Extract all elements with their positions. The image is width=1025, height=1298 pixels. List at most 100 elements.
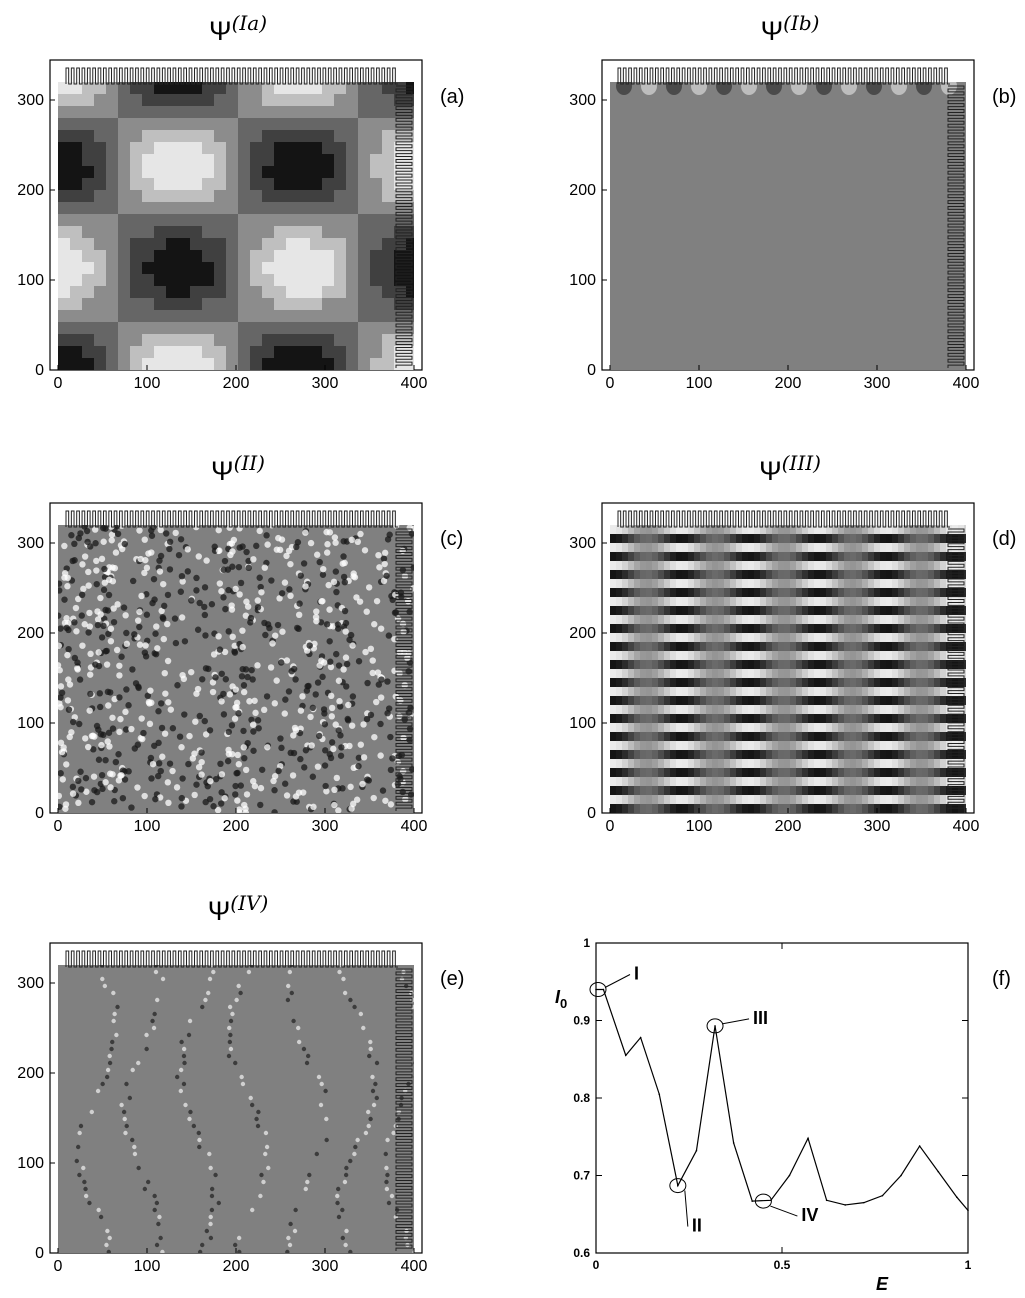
stripe-cell	[670, 795, 677, 805]
stripe-cell	[898, 714, 905, 724]
stripe-cell	[940, 615, 947, 625]
field-dot	[63, 761, 70, 768]
stripe-cell	[778, 606, 785, 616]
field-cell	[70, 94, 83, 107]
stripe-cell	[640, 597, 647, 607]
field-cell	[346, 250, 359, 263]
stripe-cell	[964, 732, 966, 742]
stripe-cell	[706, 750, 713, 760]
stripe-cell	[808, 570, 815, 580]
stripe-cell	[952, 669, 959, 679]
stripe-cell	[652, 606, 659, 616]
field-cell	[202, 226, 215, 239]
field-cell	[106, 274, 119, 287]
stripe-cell	[676, 777, 683, 787]
stripe-cell	[760, 786, 767, 796]
stripe-cell	[622, 525, 629, 535]
field-dot	[87, 671, 94, 678]
stripe-cell	[796, 714, 803, 724]
stripe-cell	[952, 597, 959, 607]
field-dot	[399, 788, 406, 796]
stripe-cell	[850, 615, 857, 625]
field-cell	[58, 286, 71, 299]
field-dot	[112, 758, 120, 766]
field-cell	[334, 142, 347, 155]
stripe-cell	[712, 525, 719, 535]
chain-dot	[207, 1151, 212, 1157]
chain-dot	[248, 1095, 253, 1101]
chain-dot	[307, 1172, 312, 1178]
stripe-cell	[778, 759, 785, 769]
stripe-cell	[658, 642, 665, 652]
field-cell	[262, 226, 275, 239]
stripe-cell	[964, 768, 966, 778]
stripe-cell	[916, 570, 923, 580]
field-cell	[190, 166, 203, 179]
stripe-cell	[724, 525, 731, 535]
field-cell	[82, 178, 95, 191]
stripe-cell	[754, 759, 761, 769]
stripe-cell	[748, 723, 755, 733]
stripe-cell	[664, 633, 671, 643]
title-superscript: (Ib)	[783, 11, 819, 35]
stripe-cell	[898, 552, 905, 562]
field-dot	[267, 664, 275, 671]
chain-dot	[83, 1193, 89, 1199]
field-dot	[242, 766, 250, 774]
field-dot	[155, 739, 162, 747]
stripe-cell	[838, 597, 845, 607]
stripe-cell	[838, 534, 845, 544]
stripe-cell	[772, 660, 779, 670]
stripe-cell	[838, 705, 845, 715]
stripe-cell	[712, 570, 719, 580]
stripe-cell	[664, 534, 671, 544]
field-dot	[199, 676, 206, 683]
stripe-cell	[760, 624, 767, 634]
field-cell	[178, 334, 191, 347]
field-dot	[254, 597, 261, 604]
field-cell	[202, 178, 215, 191]
field-cell	[154, 94, 167, 107]
stripe-cell	[742, 714, 749, 724]
stripe-cell	[766, 759, 773, 769]
field-cell	[166, 250, 179, 263]
stripe-cell	[802, 651, 809, 661]
stripe-cell	[676, 678, 683, 688]
field-cell	[58, 358, 71, 370]
stripe-cell	[664, 579, 671, 589]
stripe-cell	[904, 633, 911, 643]
stripe-cell	[766, 777, 773, 787]
stripe-cell	[820, 759, 827, 769]
field-dot	[138, 715, 145, 722]
stripe-cell	[772, 633, 779, 643]
field-dot	[194, 626, 202, 633]
field-cell	[130, 262, 143, 275]
field-dot	[270, 777, 277, 785]
field-cell	[334, 262, 347, 275]
stripe-cell	[670, 741, 677, 751]
stripe-cell	[880, 750, 887, 760]
field-dot	[101, 615, 108, 622]
stripe-cell	[802, 570, 809, 580]
chain-dot	[109, 1046, 114, 1052]
stripe-cell	[754, 795, 761, 805]
stripe-cell	[790, 777, 797, 787]
field-cell	[394, 154, 407, 167]
field-cell	[238, 214, 251, 227]
chain-dot	[385, 1172, 390, 1178]
field-dot	[264, 744, 271, 751]
field-cell	[142, 106, 155, 119]
stripe-cell	[928, 741, 935, 751]
field-cell	[310, 178, 323, 191]
field-cell	[202, 202, 215, 215]
field-dot	[316, 558, 323, 566]
field-dot	[341, 559, 348, 567]
stripe-cell	[826, 732, 833, 742]
field-cell	[322, 238, 335, 251]
stripe-cell	[928, 651, 935, 661]
stripe-cell	[808, 732, 815, 742]
stripe-cell	[658, 615, 665, 625]
x-tick-label: 400	[953, 375, 980, 392]
field-dot	[155, 708, 162, 715]
stripe-cell	[706, 642, 713, 652]
